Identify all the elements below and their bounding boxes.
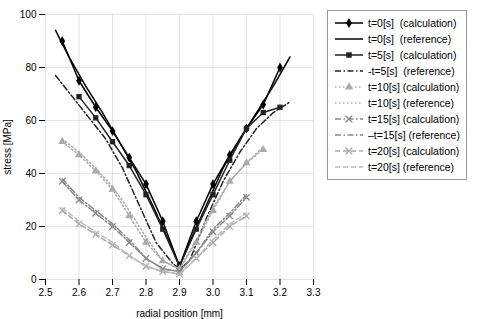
html-text:-t=5[s] (reference): -t=5[s] (reference): [368, 65, 455, 77]
html-text:t=0[s] (reference): t=0[s] (reference): [368, 33, 452, 45]
html-text:t=10[s] (reference): t=10[s] (reference): [368, 97, 455, 109]
svg-text:stress [MPa]: stress [MPa]: [2, 119, 13, 175]
svg-text:2.5: 2.5: [39, 287, 53, 298]
svg-text:radial position [mm]: radial position [mm]: [136, 308, 223, 319]
svg-text:60: 60: [25, 115, 37, 126]
html-text:t=20[s] (reference): t=20[s] (reference): [368, 161, 455, 173]
svg-text:3.2: 3.2: [273, 287, 287, 298]
svg-text:2.8: 2.8: [139, 287, 153, 298]
svg-text:2.7: 2.7: [106, 287, 120, 298]
svg-text:20: 20: [25, 221, 37, 232]
svg-text:3.0: 3.0: [206, 287, 220, 298]
svg-text:3.3: 3.3: [307, 287, 321, 298]
svg-text:3.1: 3.1: [240, 287, 254, 298]
svg-text:80: 80: [25, 62, 37, 73]
svg-text:2.9: 2.9: [173, 287, 187, 298]
html-text:–t=15[s] (reference): –t=15[s] (reference): [368, 129, 460, 141]
svg-text:100: 100: [20, 9, 37, 20]
svg-text:40: 40: [25, 168, 37, 179]
html-text:t=10[s] (calculation): t=10[s] (calculation): [368, 81, 460, 93]
svg-text:0: 0: [31, 274, 37, 285]
svg-text:2.6: 2.6: [72, 287, 86, 298]
html-text:t=20[s] (calculation): t=20[s] (calculation): [368, 145, 460, 157]
html-text:t=15[s] (calculation): t=15[s] (calculation): [368, 113, 460, 125]
html-text:t=0[s] (calculation): t=0[s] (calculation): [368, 17, 457, 29]
html-text:t=5[s] (calculation): t=5[s] (calculation): [368, 49, 457, 61]
